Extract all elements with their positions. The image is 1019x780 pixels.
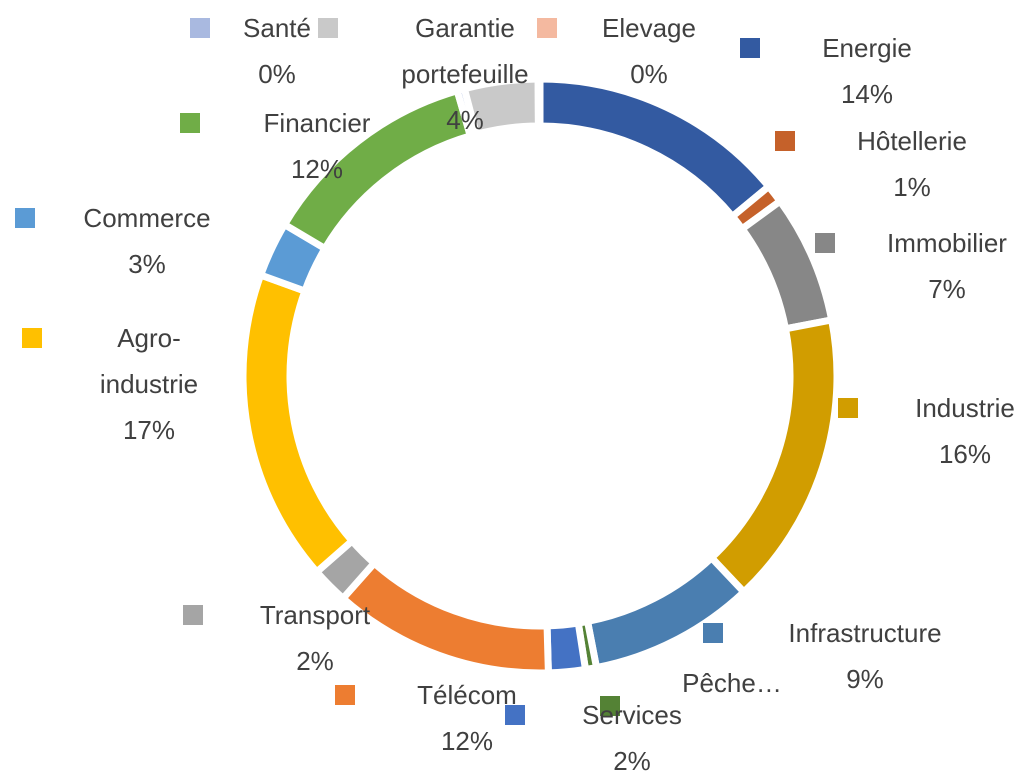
donut-segment [543, 619, 590, 677]
category-label: Elevage [602, 13, 696, 43]
legend-swatch [15, 208, 35, 228]
data-label: Elevage 0% [537, 5, 729, 97]
data-label: Services 2% [505, 692, 727, 780]
label-text: Industrie 16% [870, 385, 1019, 477]
value-label: 17% [122, 415, 176, 445]
legend-swatch [838, 398, 858, 418]
legend-swatch [740, 38, 760, 58]
label-text: Transport 2% [215, 592, 415, 684]
value-label: 3% [128, 249, 166, 279]
label-text: Infrastructure 9% [735, 610, 995, 702]
category-label: Commerce [83, 203, 211, 233]
data-label: Santé 0% [190, 5, 332, 97]
legend-swatch [775, 131, 795, 151]
category-label: Services [582, 700, 682, 730]
value-label: 0% [630, 59, 668, 89]
category-label: Financier [263, 108, 371, 138]
data-label: Pêche… [600, 660, 832, 716]
legend-swatch [318, 18, 338, 38]
legend-swatch [815, 233, 835, 253]
data-label: Industrie 16% [838, 385, 1019, 477]
value-label: 16% [938, 439, 992, 469]
data-label: Commerce 3% [15, 195, 247, 287]
value-label: 4% [446, 105, 484, 135]
data-label: Infrastructure 9% [703, 610, 995, 702]
category-label: Agro-industrie [99, 323, 199, 399]
legend-swatch [537, 18, 557, 38]
data-label: Immobilier 7% [815, 220, 1019, 312]
label-text: Garantie portefeuille 4% [350, 5, 580, 143]
label-text: Services 2% [537, 692, 727, 780]
donut-segment [534, 75, 544, 130]
donut-segment [239, 270, 358, 577]
category-label: Télécom [417, 680, 517, 710]
value-label: 12% [440, 726, 494, 756]
value-label: 9% [846, 664, 884, 694]
value-label: 1% [893, 172, 931, 202]
donut-segment [706, 315, 841, 597]
data-label: Agro-industrie 17% [22, 315, 244, 453]
category-label: Garantie portefeuille [401, 13, 529, 89]
value-label: 12% [290, 154, 344, 184]
category-label: Santé [243, 13, 311, 43]
category-label: Pêche… [682, 668, 782, 698]
legend-swatch [190, 18, 210, 38]
data-label: Energie 14% [740, 25, 962, 117]
legend-swatch [335, 685, 355, 705]
label-text: Elevage 0% [569, 5, 729, 97]
label-text: Agro-industrie 17% [54, 315, 244, 453]
label-text: Energie 14% [772, 25, 962, 117]
label-text: Immobilier 7% [847, 220, 1019, 312]
data-label: Financier 12% [180, 100, 422, 192]
category-label: Energie [822, 33, 912, 63]
label-text: Financier 12% [212, 100, 422, 192]
legend-swatch [505, 705, 525, 725]
legend-swatch [180, 113, 200, 133]
data-label: Transport 2% [183, 592, 415, 684]
data-label: Garantie portefeuille 4% [318, 5, 580, 143]
label-text: Pêche… [632, 660, 832, 706]
legend-swatch [22, 328, 42, 348]
label-text: Télécom 12% [367, 672, 567, 764]
value-label: 7% [928, 274, 966, 304]
legend-swatch [183, 605, 203, 625]
value-label: 2% [296, 646, 334, 676]
value-label: 0% [258, 59, 296, 89]
data-label: Hôtellerie 1% [775, 118, 1017, 210]
category-label: Hôtellerie [857, 126, 967, 156]
label-text: Santé 0% [222, 5, 332, 97]
label-text: Commerce 3% [47, 195, 247, 287]
data-label: Télécom 12% [335, 672, 567, 764]
category-label: Immobilier [887, 228, 1007, 258]
value-label: 2% [613, 746, 651, 776]
category-label: Transport [259, 600, 371, 630]
category-label: Infrastructure [788, 618, 942, 648]
legend-swatch [600, 696, 620, 716]
category-label: Industrie [915, 393, 1015, 423]
value-label: 14% [840, 79, 894, 109]
legend-swatch [703, 623, 723, 643]
label-text: Hôtellerie 1% [807, 118, 1017, 210]
